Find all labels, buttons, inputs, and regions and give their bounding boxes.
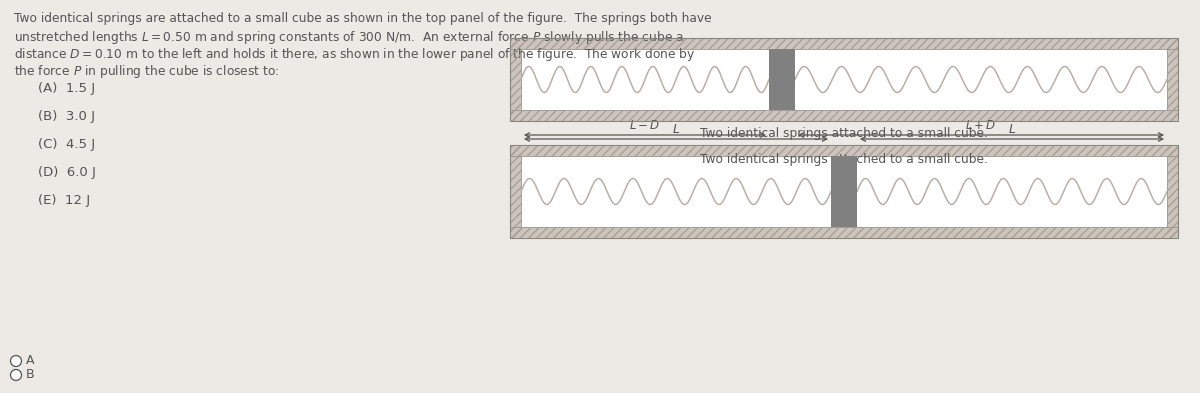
Text: A: A — [26, 354, 35, 367]
Bar — [1166, 38, 1178, 121]
Text: Two identical springs attached to a small cube.: Two identical springs attached to a smal… — [700, 127, 988, 140]
Bar — [510, 227, 1178, 238]
Bar — [510, 145, 1178, 156]
Bar — [1166, 38, 1178, 121]
Bar — [510, 38, 521, 121]
Bar — [1166, 145, 1178, 238]
Text: (B)  3.0 J: (B) 3.0 J — [38, 110, 95, 123]
Text: Two identical springs attached to a small cube.: Two identical springs attached to a smal… — [700, 153, 988, 166]
Bar — [510, 145, 521, 238]
Text: the force $P$ in pulling the cube is closest to:: the force $P$ in pulling the cube is clo… — [14, 63, 280, 80]
Text: (E)  12 J: (E) 12 J — [38, 194, 90, 207]
Bar — [510, 227, 1178, 238]
Text: $L - D$: $L - D$ — [629, 119, 661, 132]
Bar — [521, 156, 1166, 227]
Text: $L + D$: $L + D$ — [965, 119, 997, 132]
Bar — [510, 38, 1178, 49]
Bar — [830, 156, 857, 227]
Bar — [510, 110, 1178, 121]
Circle shape — [11, 369, 22, 380]
Bar — [1166, 145, 1178, 238]
Bar — [510, 38, 521, 121]
Circle shape — [11, 356, 22, 367]
Text: unstretched lengths $L = 0.50$ m and spring constants of 300 N/m.  An external f: unstretched lengths $L = 0.50$ m and spr… — [14, 29, 684, 46]
Bar — [510, 38, 1178, 121]
Bar — [521, 49, 1166, 110]
Text: (C)  4.5 J: (C) 4.5 J — [38, 138, 95, 151]
Bar — [510, 110, 1178, 121]
Text: (A)  1.5 J: (A) 1.5 J — [38, 82, 95, 95]
Text: (D)  6.0 J: (D) 6.0 J — [38, 166, 96, 179]
Bar — [510, 145, 1178, 156]
Bar — [510, 38, 1178, 49]
Text: Two identical springs are attached to a small cube as shown in the top panel of : Two identical springs are attached to a … — [14, 12, 712, 25]
Text: $L$: $L$ — [1008, 123, 1016, 136]
Text: $L$: $L$ — [672, 123, 680, 136]
Text: distance $D = 0.10$ m to the left and holds it there, as shown in the lower pane: distance $D = 0.10$ m to the left and ho… — [14, 46, 696, 63]
Bar — [510, 145, 521, 238]
Bar — [510, 145, 1178, 238]
Bar — [769, 49, 794, 110]
Text: B: B — [26, 369, 35, 382]
